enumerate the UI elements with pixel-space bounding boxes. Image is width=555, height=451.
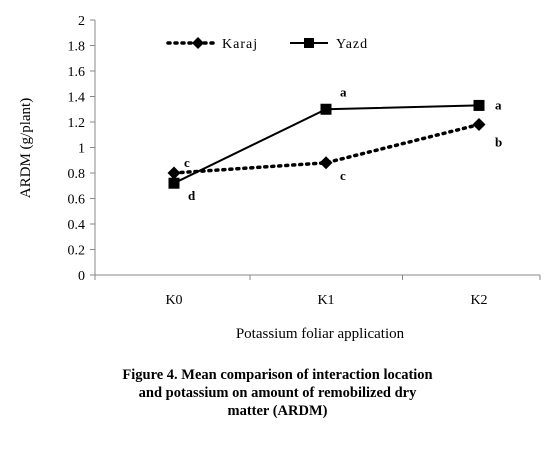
- y-axis-title: ARDM (g/plant): [18, 98, 34, 198]
- x-tick-label: K2: [470, 293, 487, 308]
- significance-label-karaj: b: [495, 135, 502, 150]
- y-tick-label: 0.2: [68, 244, 86, 259]
- data-point-karaj: [167, 166, 181, 180]
- legend-label-karaj: Karaj: [222, 37, 258, 52]
- legend-marker-karaj: [192, 37, 204, 49]
- data-point-yazd: [320, 103, 332, 115]
- significance-label-karaj: c: [340, 168, 346, 183]
- legend-marker-yazd: [304, 38, 314, 48]
- caption-line-3: matter (ARDM): [227, 403, 328, 419]
- y-tick-label: 0.6: [68, 193, 86, 208]
- significance-label-yazd: a: [340, 84, 347, 99]
- y-tick-label: 1.8: [68, 40, 86, 55]
- figure-caption: Figure 4. Mean comparison of interaction…: [0, 366, 555, 420]
- data-point-karaj: [319, 156, 333, 170]
- data-point-karaj: [472, 118, 486, 132]
- caption-line-2: and potassium on amount of remobilized d…: [138, 385, 417, 401]
- chart: 0 0.2 0.4 0.6 0.8 1 1.2 1.4 1.6 1.8 2 K0 K1 K2 d a a c c…: [18, 14, 541, 342]
- x-tick-label: K1: [317, 293, 334, 308]
- y-tick-label: 1: [78, 142, 85, 157]
- significance-label-yazd: a: [495, 97, 502, 112]
- significance-label-yazd: d: [188, 188, 196, 203]
- legend-label-yazd: Yazd: [336, 37, 368, 52]
- y-tick-label: 0: [78, 269, 85, 284]
- x-tick-label: K0: [165, 293, 182, 308]
- y-tick-label: 1.6: [68, 65, 86, 80]
- series-line-yazd: [173, 104, 480, 185]
- significance-label-karaj: c: [184, 155, 190, 170]
- y-tick-label: 0.8: [68, 167, 86, 182]
- x-axis-title: Potassium foliar application: [236, 326, 405, 342]
- data-point-yazd: [168, 177, 180, 189]
- y-tick-label: 2: [78, 14, 85, 29]
- caption-line-1: Figure 4. Mean comparison of interaction…: [122, 367, 433, 383]
- y-tick-label: 1.2: [68, 116, 86, 131]
- y-tick-label: 1.4: [68, 91, 86, 106]
- y-tick-label: 0.4: [68, 218, 86, 233]
- data-point-yazd: [473, 99, 485, 111]
